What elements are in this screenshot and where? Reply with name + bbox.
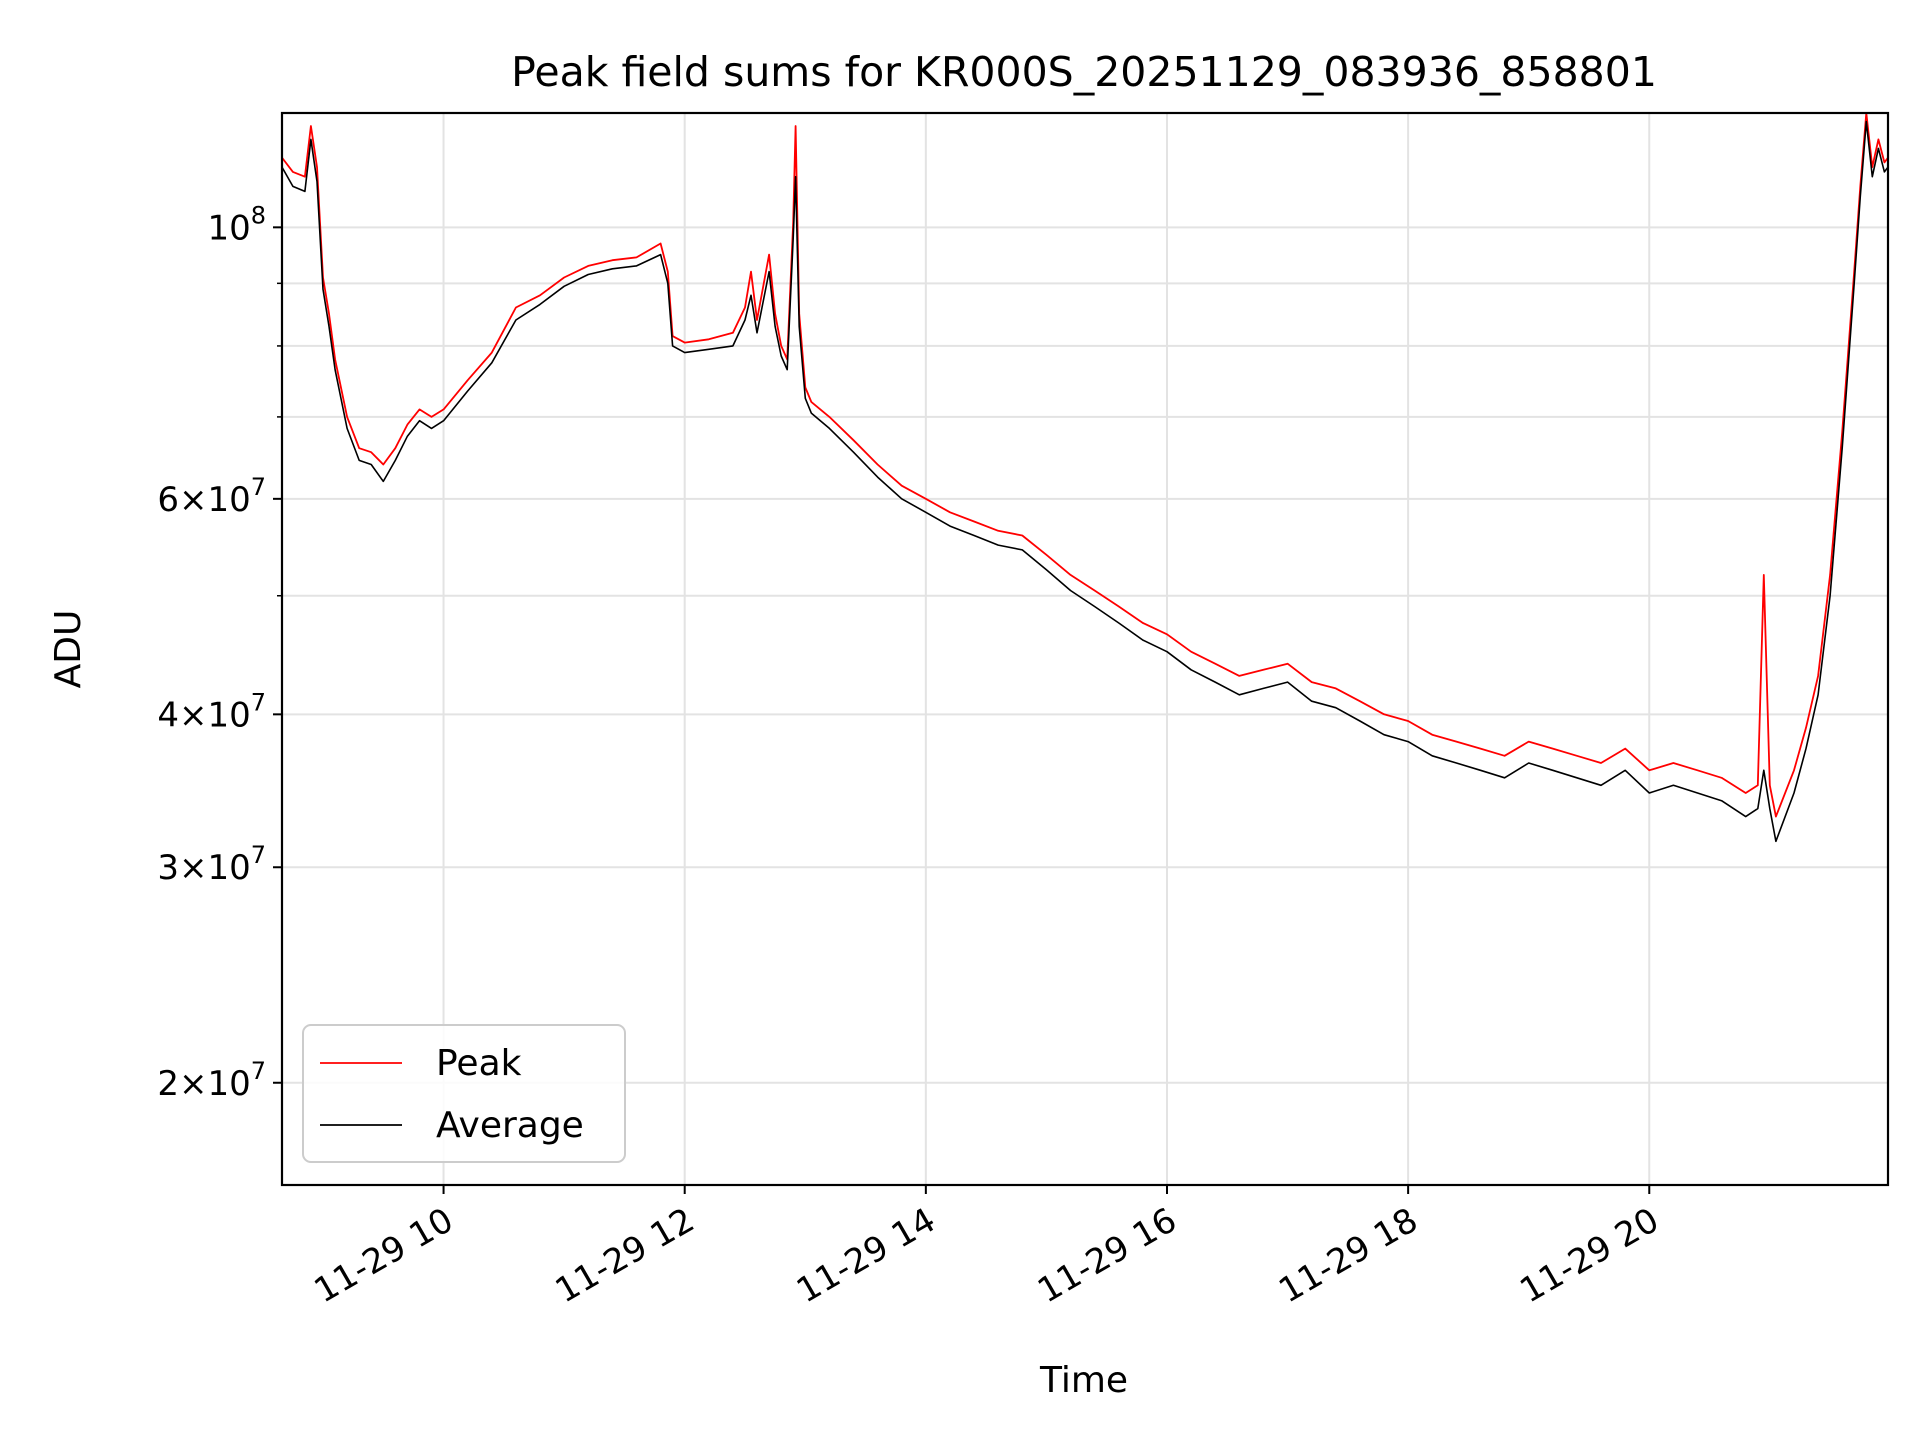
y-tick-times: × bbox=[179, 695, 208, 735]
y-tick-times: × bbox=[179, 848, 208, 888]
legend-label-peak: Peak bbox=[436, 1043, 522, 1084]
y-tick-times: × bbox=[179, 1064, 208, 1104]
y-tick-base: 10 bbox=[207, 695, 250, 735]
series-line-average bbox=[282, 120, 1888, 843]
y-tick-exponent: 7 bbox=[251, 688, 266, 716]
x-axis-label: Time bbox=[1039, 1360, 1128, 1401]
y-tick-exponent: 7 bbox=[251, 841, 266, 869]
y-tick-base: 10 bbox=[207, 208, 250, 248]
y-axis-label: ADU bbox=[48, 610, 89, 689]
y-tick-exponent: 7 bbox=[251, 1057, 266, 1085]
legend-box bbox=[302, 1024, 626, 1163]
y-tick-exponent: 7 bbox=[251, 473, 266, 501]
y-tick-mantissa: 4 bbox=[157, 695, 179, 735]
y-tick-exponent: 8 bbox=[251, 201, 266, 229]
y-tick-label: 3×107 bbox=[157, 841, 266, 888]
series-line-peak bbox=[282, 113, 1888, 818]
plot-frame bbox=[280, 111, 1890, 1187]
y-tick-times: × bbox=[179, 480, 208, 520]
legend-label-average: Average bbox=[436, 1105, 584, 1146]
y-tick-mantissa: 6 bbox=[157, 480, 179, 520]
y-tick-mantissa: 3 bbox=[157, 848, 179, 888]
y-tick-label: 4×107 bbox=[157, 688, 266, 735]
y-tick-label: 6×107 bbox=[157, 473, 266, 520]
chart-title: Peak field sums for KR000S_20251129_0839… bbox=[511, 48, 1657, 96]
y-tick-base: 10 bbox=[207, 480, 250, 520]
y-tick-base: 10 bbox=[207, 1064, 250, 1104]
y-tick-label: 2×107 bbox=[157, 1057, 266, 1104]
plot-series bbox=[282, 113, 1888, 843]
y-tick-base: 10 bbox=[207, 848, 250, 888]
legend: Peak Average bbox=[302, 1024, 626, 1163]
y-tick-mantissa: 2 bbox=[157, 1064, 179, 1104]
grid bbox=[282, 113, 1888, 1185]
y-tick-label: 108 bbox=[207, 201, 266, 248]
